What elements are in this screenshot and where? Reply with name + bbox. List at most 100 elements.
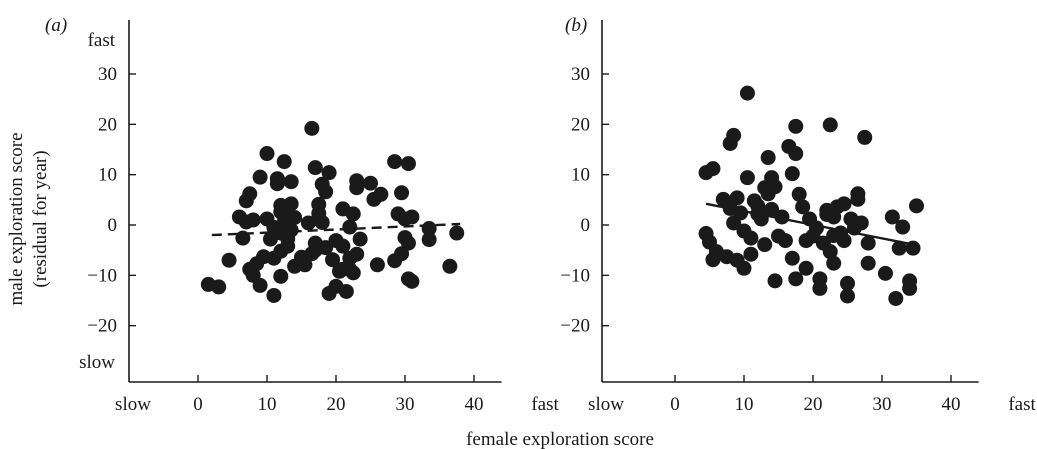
panel-b-data-point (788, 146, 804, 162)
panel-a-data-point (335, 238, 351, 254)
panel-b-data-point (860, 235, 876, 251)
panel-b-x-tick-label: 20 (804, 394, 823, 415)
panel-b-data-point (836, 196, 852, 212)
panel-b-data-point (757, 237, 773, 253)
y-axis-title-line1: male exploration score (6, 132, 27, 305)
panel-a-data-point (352, 231, 368, 247)
panel-a-data-point (442, 258, 458, 274)
panel-b-y-tick-label: −20 (560, 316, 590, 337)
panel-a-data-point (266, 287, 282, 303)
panel-a: (a) −20 −10 0 10 20 30 0 10 20 30 40 slow fast slow fa… (45, 15, 560, 415)
panel-a-x-tick-label: 20 (327, 394, 346, 415)
panel-b-data-point (840, 288, 855, 304)
panel-b-data-point (788, 271, 804, 287)
panel-b-data-point (743, 230, 759, 246)
panel-a-data-point (252, 169, 268, 185)
panel-b-data-point (733, 205, 749, 221)
panel-a-data-point (314, 214, 330, 230)
panel-a-x-tick-label: 40 (465, 394, 484, 415)
panel-a-label: (a) (45, 15, 67, 36)
panel-a-y-tick-label: 10 (98, 165, 117, 186)
panel-a-data-point (345, 265, 361, 281)
y-axis-title-line2: (residual for year) (30, 150, 51, 287)
panel-a-data-point (349, 246, 365, 262)
panel-b-y-tick-label: 20 (571, 114, 590, 135)
panel-a-data-point (338, 283, 354, 299)
panel-b-data-point (764, 201, 780, 217)
panel-b-data-point (760, 150, 776, 166)
panel-a-data-point (345, 206, 361, 222)
panel-b-data-point (739, 85, 755, 101)
panel-a-data-point (349, 180, 365, 196)
panel-b-y-tick-label: −10 (560, 265, 590, 286)
panel-b-data-point (726, 127, 742, 143)
panel-b-label: (b) (565, 15, 587, 36)
panel-a-data-point (269, 171, 285, 187)
panel-b: (b) −20 −10 0 10 20 30 0 10 20 30 40 slow fast (560, 15, 1036, 415)
panel-a-data-point (400, 156, 416, 172)
x-axis-title: female exploration score (466, 429, 654, 449)
panel-a-data-point (221, 252, 237, 268)
panel-b-data-point (853, 215, 869, 231)
panel-a-data-point (304, 120, 320, 136)
panel-b-data-point (736, 260, 752, 276)
panel-a-data-point (369, 257, 385, 273)
panel-a-data-point (342, 219, 358, 235)
panel-b-data-point (895, 219, 911, 235)
panel-a-data-point (394, 246, 410, 262)
panel-a-data-point (321, 165, 337, 181)
panel-a-data-point (283, 196, 299, 212)
panel-a-data-point (259, 146, 275, 162)
panel-a-data-point (300, 215, 316, 231)
panel-b-y-tick-label: 0 (581, 215, 591, 236)
panel-b-data-point (750, 198, 766, 214)
panel-a-data-point (252, 277, 268, 293)
panel-b-data-point (788, 118, 804, 134)
panel-a-y-tick-label: 20 (98, 114, 117, 135)
panel-b-data-point (822, 244, 838, 260)
panel-b-data-point (857, 129, 873, 145)
panel-a-data-point (404, 209, 420, 225)
panel-b-data-point (739, 170, 755, 186)
panel-b-data-point (767, 179, 783, 195)
panel-b-data-point (798, 260, 814, 276)
panel-a-data-point (449, 225, 465, 241)
panel-a-x-fast-label: fast (531, 394, 559, 415)
panel-b-y-tick-label: 10 (571, 165, 590, 186)
panel-a-y-tick-label: 30 (98, 64, 117, 85)
panel-b-data-point (822, 117, 838, 133)
panel-a-data-point (400, 235, 416, 251)
panel-b-x-tick-label: 30 (873, 394, 892, 415)
panel-a-data-point (276, 154, 292, 170)
panel-b-data-point (784, 250, 800, 266)
panel-b-data-point (705, 161, 721, 177)
panel-a-data-point (297, 257, 313, 273)
panel-b-x-slow-label: slow (588, 394, 624, 415)
panel-a-x-slow-label: slow (115, 394, 151, 415)
panel-a-data-point (211, 279, 227, 295)
panel-a-x-tick-label: 10 (258, 394, 277, 415)
panel-b-data-point (860, 255, 876, 271)
panel-a-data-point (287, 209, 303, 225)
panel-a-data-point (311, 196, 327, 212)
panel-b-data-point (836, 233, 852, 249)
panel-b-fit-line (705, 202, 917, 247)
panel-b-data-point (840, 275, 855, 291)
panel-b-data-point (884, 209, 900, 225)
panel-a-data-point (373, 186, 389, 202)
panel-a-x-tick-label: 30 (396, 394, 415, 415)
panel-b-data-point (777, 233, 793, 249)
panel-a-data-point (283, 174, 299, 190)
panel-a-y-fast-label: fast (88, 30, 116, 51)
panel-b-data-point (909, 198, 924, 214)
panel-a-data-point (363, 175, 378, 191)
panel-b-x-tick-label: 40 (942, 394, 961, 415)
panel-a-data-point (394, 185, 410, 201)
panel-b-x-tick-label: 0 (670, 394, 680, 415)
panel-b-data-point (850, 191, 866, 207)
panel-a-data-point (307, 160, 323, 176)
panel-b-data-point (767, 273, 783, 289)
panel-b-data-point (729, 190, 745, 206)
panel-a-data-point (273, 268, 289, 284)
